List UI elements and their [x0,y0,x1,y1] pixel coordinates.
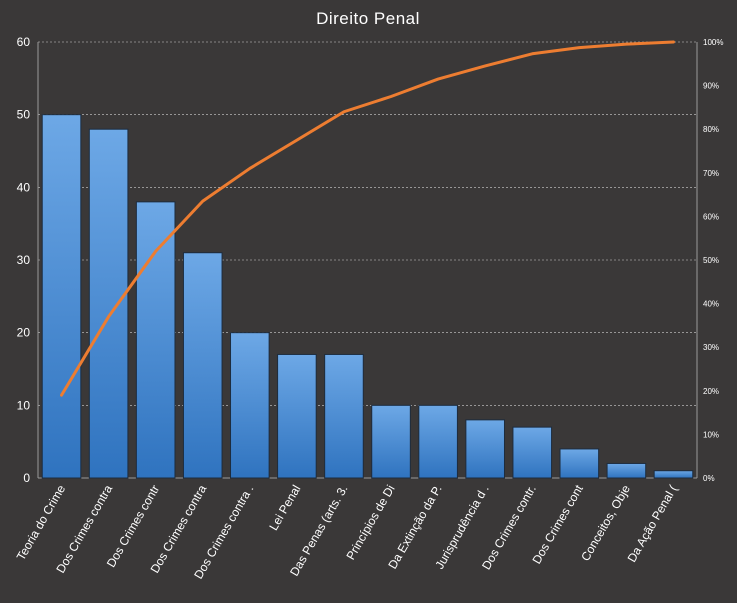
bar [465,419,505,479]
y2-tick-label: 10% [703,430,719,439]
y2-tick-label: 60% [703,212,719,221]
bar [512,426,553,479]
y2-axis: 0% 10% 20% 30% 40% 50% 60% 70% 80% 90% 100% [703,38,723,483]
bars [41,114,694,479]
chart-title: Direito Penal [316,9,420,28]
y2-tick-label: 80% [703,125,719,134]
y-tick-label: 40 [17,180,31,194]
bar [230,332,270,479]
y-tick-label: 0 [23,471,30,485]
bar [182,252,223,479]
y2-tick-label: 50% [703,256,719,265]
y-tick-label: 60 [17,35,31,49]
y2-tick-label: 70% [703,169,719,178]
bar [371,404,411,479]
x-tick-label: Conceitos, Obje [578,482,633,563]
bar [418,404,458,479]
y2-tick-label: 0% [703,474,715,483]
bar [324,353,364,479]
y-tick-label: 50 [17,108,31,122]
y-tick-label: 30 [17,253,31,267]
x-tick-label: Dos Crimes cont [529,482,586,566]
y2-tick-label: 30% [703,343,719,352]
x-tick-label: Lei Penal [266,483,303,533]
x-tick-label: Princípios de Di [343,483,397,563]
cumulative-line-path [60,40,675,397]
y2-tick-label: 20% [703,387,719,396]
y-axis: 0 10 20 30 40 50 60 [17,35,31,485]
x-tick-label: Da Ação Penal ( [625,482,680,564]
y2-tick-label: 100% [703,38,723,47]
y2-tick-label: 40% [703,300,719,309]
bar [277,353,317,479]
bar [559,448,600,479]
bar [41,114,82,479]
y2-tick-label: 90% [703,82,719,91]
x-tick-label: Teoria do Crime [14,482,69,563]
cumulative-line [60,40,675,397]
bar [88,128,129,479]
bar [653,470,694,479]
y-tick-label: 20 [17,326,31,340]
bar [135,201,176,479]
bar [606,462,647,479]
y-tick-label: 10 [17,398,31,412]
